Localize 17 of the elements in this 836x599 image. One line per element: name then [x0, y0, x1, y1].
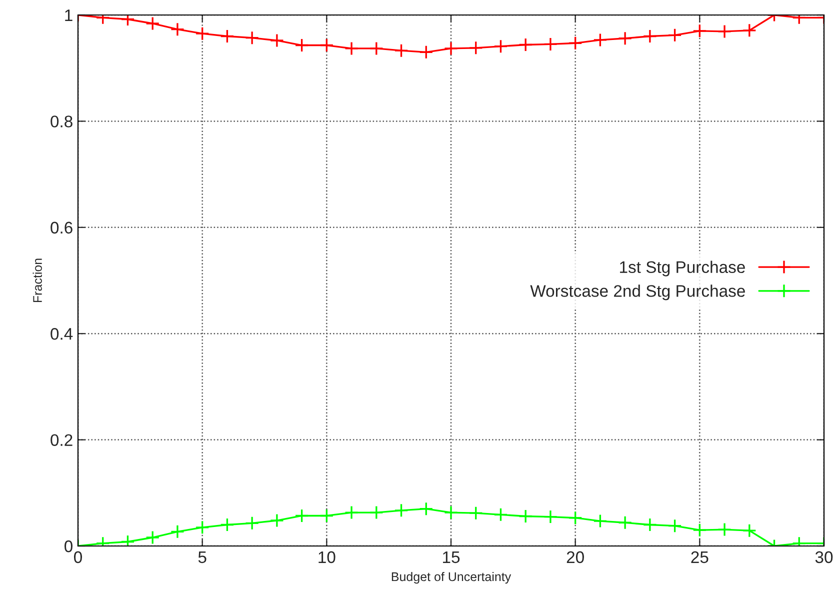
x-tick-label: 5: [198, 551, 206, 564]
x-tick-label: 10: [318, 551, 336, 564]
legend-label: 1st Stg Purchase: [620, 260, 745, 276]
x-axis-title: Budget of Uncertainty: [392, 572, 512, 584]
legend-label: Worstcase 2nd Stg Purchase: [530, 284, 745, 300]
y-tick-label: 0: [64, 540, 72, 552]
y-axis-title: Fraction: [32, 258, 42, 302]
x-tick-label: 15: [443, 551, 460, 564]
y-tick-label: 0.4: [50, 328, 73, 340]
x-tick-label: 25: [691, 551, 708, 564]
x-tick-label: 0: [74, 551, 82, 564]
y-tick-label: 1: [65, 10, 72, 22]
x-tick-label: 30: [815, 551, 833, 564]
x-tick-label: 20: [566, 551, 584, 564]
y-tick-label: 0.8: [50, 116, 72, 128]
y-tick-label: 0.6: [50, 222, 72, 234]
y-tick-label: 0.2: [50, 434, 72, 446]
